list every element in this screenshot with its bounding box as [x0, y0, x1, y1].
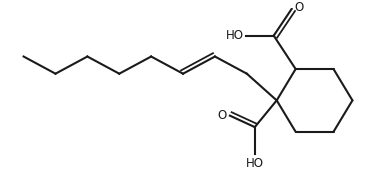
Text: O: O — [294, 1, 304, 14]
Text: HO: HO — [246, 157, 264, 170]
Text: O: O — [218, 109, 227, 122]
Text: HO: HO — [226, 29, 244, 42]
